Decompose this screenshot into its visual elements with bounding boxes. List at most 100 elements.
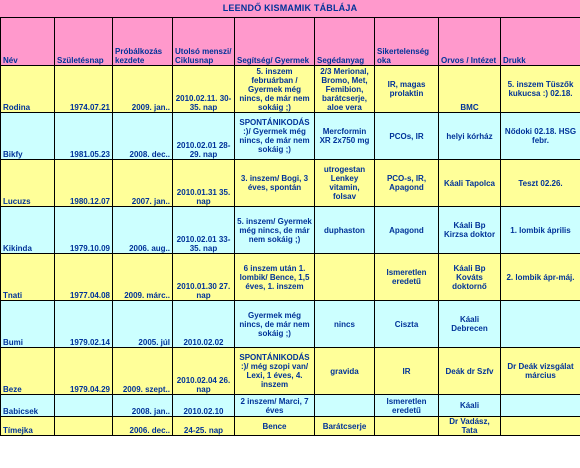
cell-szul[interactable]: 1981.05.23: [54, 112, 113, 160]
cell-szul[interactable]: 1977.04.08: [54, 253, 113, 301]
cell-segits[interactable]: SPONTÁNIKODÁS :)/ még szopi van/ Lexi, 1…: [234, 347, 315, 395]
header-cell: Segítség/ Gyermek: [234, 17, 315, 66]
cell-nev[interactable]: Babicsek: [0, 394, 55, 417]
cell-segits[interactable]: Gyermek még nincs, de már nem sokáig ;): [234, 300, 315, 348]
table-row: Lucuzs 1980.12.07 2007. jan.. 2010.01.31…: [0, 159, 580, 207]
cell-anyag[interactable]: utrogestan Lenkey vitamin, folsav: [314, 159, 375, 207]
cell-segits[interactable]: 2 inszem/ Marci, 7 éves: [234, 394, 315, 417]
header-cell: Drukk: [500, 17, 580, 66]
cell-segits[interactable]: Bence: [234, 416, 315, 436]
cell-szul[interactable]: 1974.07.21: [54, 65, 113, 113]
cell-nev[interactable]: Beze: [0, 347, 55, 395]
cell-nev[interactable]: Tímejka: [0, 416, 55, 436]
cell-orvos[interactable]: Deák dr Szfv: [438, 347, 501, 395]
cell-segits[interactable]: SPONTÁNIKODÁS :)/ Gyermek még nincs, de …: [234, 112, 315, 160]
cell-prob[interactable]: 2009. jan..: [112, 65, 173, 113]
cell-menszi[interactable]: 2010.02.01 33-35. nap: [172, 206, 235, 254]
cell-anyag[interactable]: Barátcserje: [314, 416, 375, 436]
cell-szul[interactable]: 1979.10.09: [54, 206, 113, 254]
cell-nev[interactable]: Bumi: [0, 300, 55, 348]
cell-anyag[interactable]: [314, 394, 375, 417]
cell-orvos[interactable]: Dr Vadász, Tata: [438, 416, 501, 436]
cell-nev[interactable]: Rodina: [0, 65, 55, 113]
header-row: Név Születésnap Próbálkozás kezdete Utol…: [0, 17, 580, 66]
cell-anyag[interactable]: 2/3 Merional, Bromo, Met, Femibion, bará…: [314, 65, 375, 113]
cell-prob[interactable]: 2006. aug..: [112, 206, 173, 254]
cell-orvos[interactable]: helyi kórház: [438, 112, 501, 160]
cell-nev[interactable]: Kikinda: [0, 206, 55, 254]
cell-anyag[interactable]: Mercformin XR 2x750 mg: [314, 112, 375, 160]
header-cell: Orvos / Intézet: [438, 17, 501, 66]
cell-orvos[interactable]: Káali Debrecen: [438, 300, 501, 348]
header-cell: Név: [0, 17, 55, 66]
cell-drukk[interactable]: 2. lombik ápr-máj.: [500, 253, 580, 301]
cell-anyag[interactable]: [314, 253, 375, 301]
cell-szul[interactable]: 1979.04.29: [54, 347, 113, 395]
cell-szul[interactable]: 1979.02.14: [54, 300, 113, 348]
table-row: Bikfy 1981.05.23 2008. dec.. 2010.02.01 …: [0, 112, 580, 160]
table-title: LEENDŐ KISMAMIK TÁBLÁJA: [0, 0, 580, 18]
cell-drukk[interactable]: Teszt 02.26.: [500, 159, 580, 207]
cell-menszi[interactable]: 2010.02.10: [172, 394, 235, 417]
cell-prob[interactable]: 2008. dec..: [112, 112, 173, 160]
table-row: Bumi 1979.02.14 2005. júl 2010.02.02 Gye…: [0, 300, 580, 348]
cell-nev[interactable]: Tnati: [0, 253, 55, 301]
cell-prob[interactable]: 2009. szept..: [112, 347, 173, 395]
cell-drukk[interactable]: [500, 416, 580, 436]
table-row: Beze 1979.04.29 2009. szept.. 2010.02.04…: [0, 347, 580, 395]
cell-drukk[interactable]: Dr Deák vizsgálat március: [500, 347, 580, 395]
cell-szul[interactable]: [54, 416, 113, 436]
cell-szul[interactable]: [54, 394, 113, 417]
cell-orvos[interactable]: Káali Tapolca: [438, 159, 501, 207]
cell-ok[interactable]: Ismeretlen eredetű: [374, 253, 439, 301]
cell-ok[interactable]: IR: [374, 347, 439, 395]
cell-szul[interactable]: 1980.12.07: [54, 159, 113, 207]
cell-menszi[interactable]: 2010.01.31 35. nap: [172, 159, 235, 207]
cell-drukk[interactable]: 5. inszem Tüszők kukucsa :) 02.18.: [500, 65, 580, 113]
cell-menszi[interactable]: 2010.02.11. 30-35. nap: [172, 65, 235, 113]
cell-ok[interactable]: Ciszta: [374, 300, 439, 348]
cell-prob[interactable]: 2009. márc..: [112, 253, 173, 301]
table-row: Kikinda 1979.10.09 2006. aug.. 2010.02.0…: [0, 206, 580, 254]
cell-anyag[interactable]: duphaston: [314, 206, 375, 254]
cell-ok[interactable]: IR, magas prolaktin: [374, 65, 439, 113]
cell-menszi[interactable]: 2010.02.01 28-29. nap: [172, 112, 235, 160]
cell-menszi[interactable]: 2010.02.02: [172, 300, 235, 348]
cell-ok[interactable]: PCO-s, IR, Apagond: [374, 159, 439, 207]
cell-menszi[interactable]: 2010.02.04 26. nap: [172, 347, 235, 395]
header-cell: Próbálkozás kezdete: [112, 17, 173, 66]
cell-orvos[interactable]: Káali Bp Kováts doktornő: [438, 253, 501, 301]
cell-drukk[interactable]: Nődoki 02.18. HSG febr.: [500, 112, 580, 160]
cell-prob[interactable]: 2006. dec..: [112, 416, 173, 436]
cell-drukk[interactable]: 1. lombik április: [500, 206, 580, 254]
cell-anyag[interactable]: gravida: [314, 347, 375, 395]
cell-ok[interactable]: PCOs, IR: [374, 112, 439, 160]
header-cell: Sikertelenség oka: [374, 17, 439, 66]
header-cell: Segédanyag: [314, 17, 375, 66]
table-row: Babicsek 2008. jan.. 2010.02.10 2 inszem…: [0, 394, 580, 417]
cell-ok[interactable]: [374, 416, 439, 436]
table-row: Tnati 1977.04.08 2009. márc.. 2010.01.30…: [0, 253, 580, 301]
cell-drukk[interactable]: [500, 300, 580, 348]
cell-nev[interactable]: Lucuzs: [0, 159, 55, 207]
cell-anyag[interactable]: nincs: [314, 300, 375, 348]
cell-segits[interactable]: 6 inszem után 1. lombik/ Bence, 1,5 éves…: [234, 253, 315, 301]
cell-segits[interactable]: 5. inszem/ Gyermek még nincs, de már nem…: [234, 206, 315, 254]
cell-menszi[interactable]: 24-25. nap: [172, 416, 235, 436]
cell-prob[interactable]: 2008. jan..: [112, 394, 173, 417]
cell-orvos[interactable]: BMC: [438, 65, 501, 113]
header-cell: Utolsó menszi/ Ciklusnap: [172, 17, 235, 66]
cell-segits[interactable]: 3. inszem/ Bogi, 3 éves, spontán: [234, 159, 315, 207]
cell-drukk[interactable]: [500, 394, 580, 417]
table-row: Tímejka 2006. dec.. 24-25. nap Bence Bar…: [0, 416, 580, 436]
cell-nev[interactable]: Bikfy: [0, 112, 55, 160]
cell-ok[interactable]: Apagond: [374, 206, 439, 254]
cell-ok[interactable]: Ismeretlen eredetű: [374, 394, 439, 417]
header-cell: Születésnap: [54, 17, 113, 66]
cell-menszi[interactable]: 2010.01.30 27. nap: [172, 253, 235, 301]
cell-prob[interactable]: 2007. jan..: [112, 159, 173, 207]
cell-segits[interactable]: 5. inszem februárban / Gyermek még nincs…: [234, 65, 315, 113]
cell-orvos[interactable]: Káali Bp Kirzsa doktor: [438, 206, 501, 254]
cell-prob[interactable]: 2005. júl: [112, 300, 173, 348]
cell-orvos[interactable]: Káali: [438, 394, 501, 417]
